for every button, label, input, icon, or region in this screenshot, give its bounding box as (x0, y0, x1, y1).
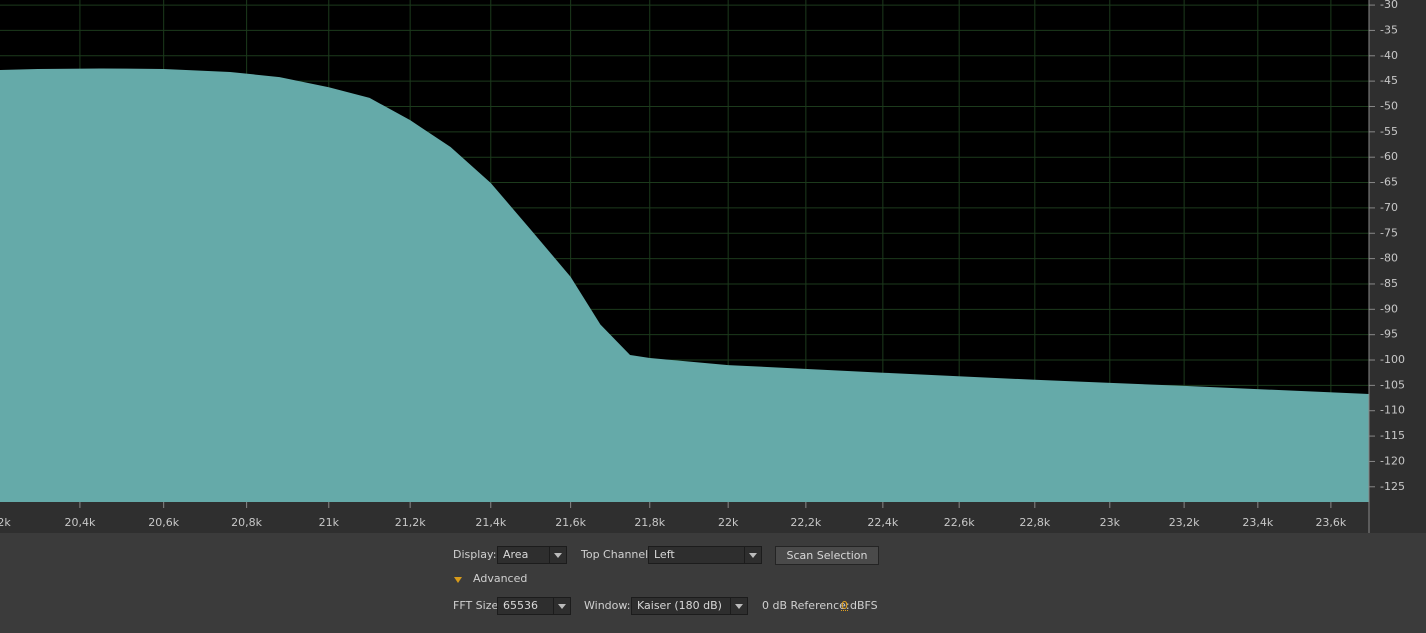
marks (0, 68, 1369, 502)
y-tick-label: -80 (1380, 252, 1398, 265)
label: 0 dB Reference: (762, 599, 850, 612)
y-tick-label: -120 (1380, 454, 1405, 467)
label: FFT Size: (453, 599, 502, 612)
y-tick-label: -75 (1380, 226, 1398, 239)
y-tick-label: -105 (1380, 378, 1405, 391)
y-tick-label: -55 (1380, 125, 1398, 138)
x-tick-label: 21,4k (475, 516, 506, 529)
unit-label: dBFS (850, 599, 878, 612)
y-tick-label: -30 (1380, 0, 1398, 11)
x-axis-band (0, 502, 1369, 533)
x-tick-label: 21,2k (395, 516, 426, 529)
x-tick-label: 20,2k (0, 516, 11, 529)
button[interactable]: Scan Selection (775, 546, 879, 565)
y-tick-label: -100 (1380, 353, 1405, 366)
x-tick-label: 22,2k (790, 516, 821, 529)
y-tick-label: -35 (1380, 23, 1398, 36)
x-tick-label: 21k (319, 516, 340, 529)
dropdown[interactable]: Area (497, 546, 567, 564)
toggle-label[interactable]: Advanced (473, 572, 528, 585)
dropdown[interactable]: 65536 (497, 597, 571, 615)
y-tick-label: -125 (1380, 480, 1405, 493)
x-tick-label: 23,2k (1169, 516, 1200, 529)
dropdown-value: Kaiser (180 dB) (637, 599, 722, 612)
dropdown-arrow (730, 598, 747, 614)
spectrum-chart: 20,2k 20,4k 20,6k 20,8k 21k 21,2k 21,4k 21,6k 21… (0, 0, 1426, 533)
x-tick-label: 23k (1100, 516, 1121, 529)
x-axis: 20,2k 20,4k 20,6k 20,8k 21k 21,2k 21,4k 21,6k 21… (0, 502, 1347, 529)
y-tick-label: -90 (1380, 302, 1398, 315)
y-tick-label: -85 (1380, 277, 1398, 290)
y-tick-label: -40 (1380, 49, 1398, 62)
y-axis-band (1369, 0, 1426, 533)
x-tick-label: 21,6k (555, 516, 586, 529)
dropdown-arrow (549, 547, 566, 563)
x-tick-label: 23,4k (1242, 516, 1273, 529)
y-tick-label: -50 (1380, 99, 1398, 112)
x-tick-label: 20,8k (231, 516, 262, 529)
dropdown-value: Left (654, 548, 675, 561)
y-tick-label: -70 (1380, 201, 1398, 214)
y-tick-label: -65 (1380, 176, 1398, 189)
x-tick-label: 22,8k (1019, 516, 1050, 529)
dropdown-arrow (553, 598, 570, 614)
label: Display: (453, 548, 497, 561)
dropdown[interactable]: Left (648, 546, 762, 564)
y-tick-label: -110 (1380, 404, 1405, 417)
spectrum-area (0, 68, 1369, 502)
y-tick-label: -95 (1380, 328, 1398, 341)
y-tick-label: -60 (1380, 150, 1398, 163)
editable-value[interactable]: 0 (841, 599, 848, 612)
disclosure-triangle[interactable] (453, 575, 465, 585)
y-tick-label: -45 (1380, 74, 1398, 87)
y-tick-label: -115 (1380, 429, 1405, 442)
y-axis: -30 -35 -40 -45 -50 -55 -60 -65 -70 -75 -80 -85 -90 -… (1369, 0, 1405, 493)
x-tick-label: 22k (718, 516, 739, 529)
dropdown[interactable]: Kaiser (180 dB) (631, 597, 748, 615)
label: Top Channel: (581, 548, 652, 561)
x-tick-label: 20,4k (64, 516, 95, 529)
x-tick-label: 22,4k (867, 516, 898, 529)
x-tick-label: 21,8k (634, 516, 665, 529)
x-tick-label: 23,6k (1315, 516, 1346, 529)
x-tick-label: 22,6k (944, 516, 975, 529)
label: Window: (584, 599, 631, 612)
dropdown-arrow (744, 547, 761, 563)
dropdown-value: Area (503, 548, 529, 561)
x-tick-label: 20,6k (148, 516, 179, 529)
dropdown-value: 65536 (503, 599, 538, 612)
